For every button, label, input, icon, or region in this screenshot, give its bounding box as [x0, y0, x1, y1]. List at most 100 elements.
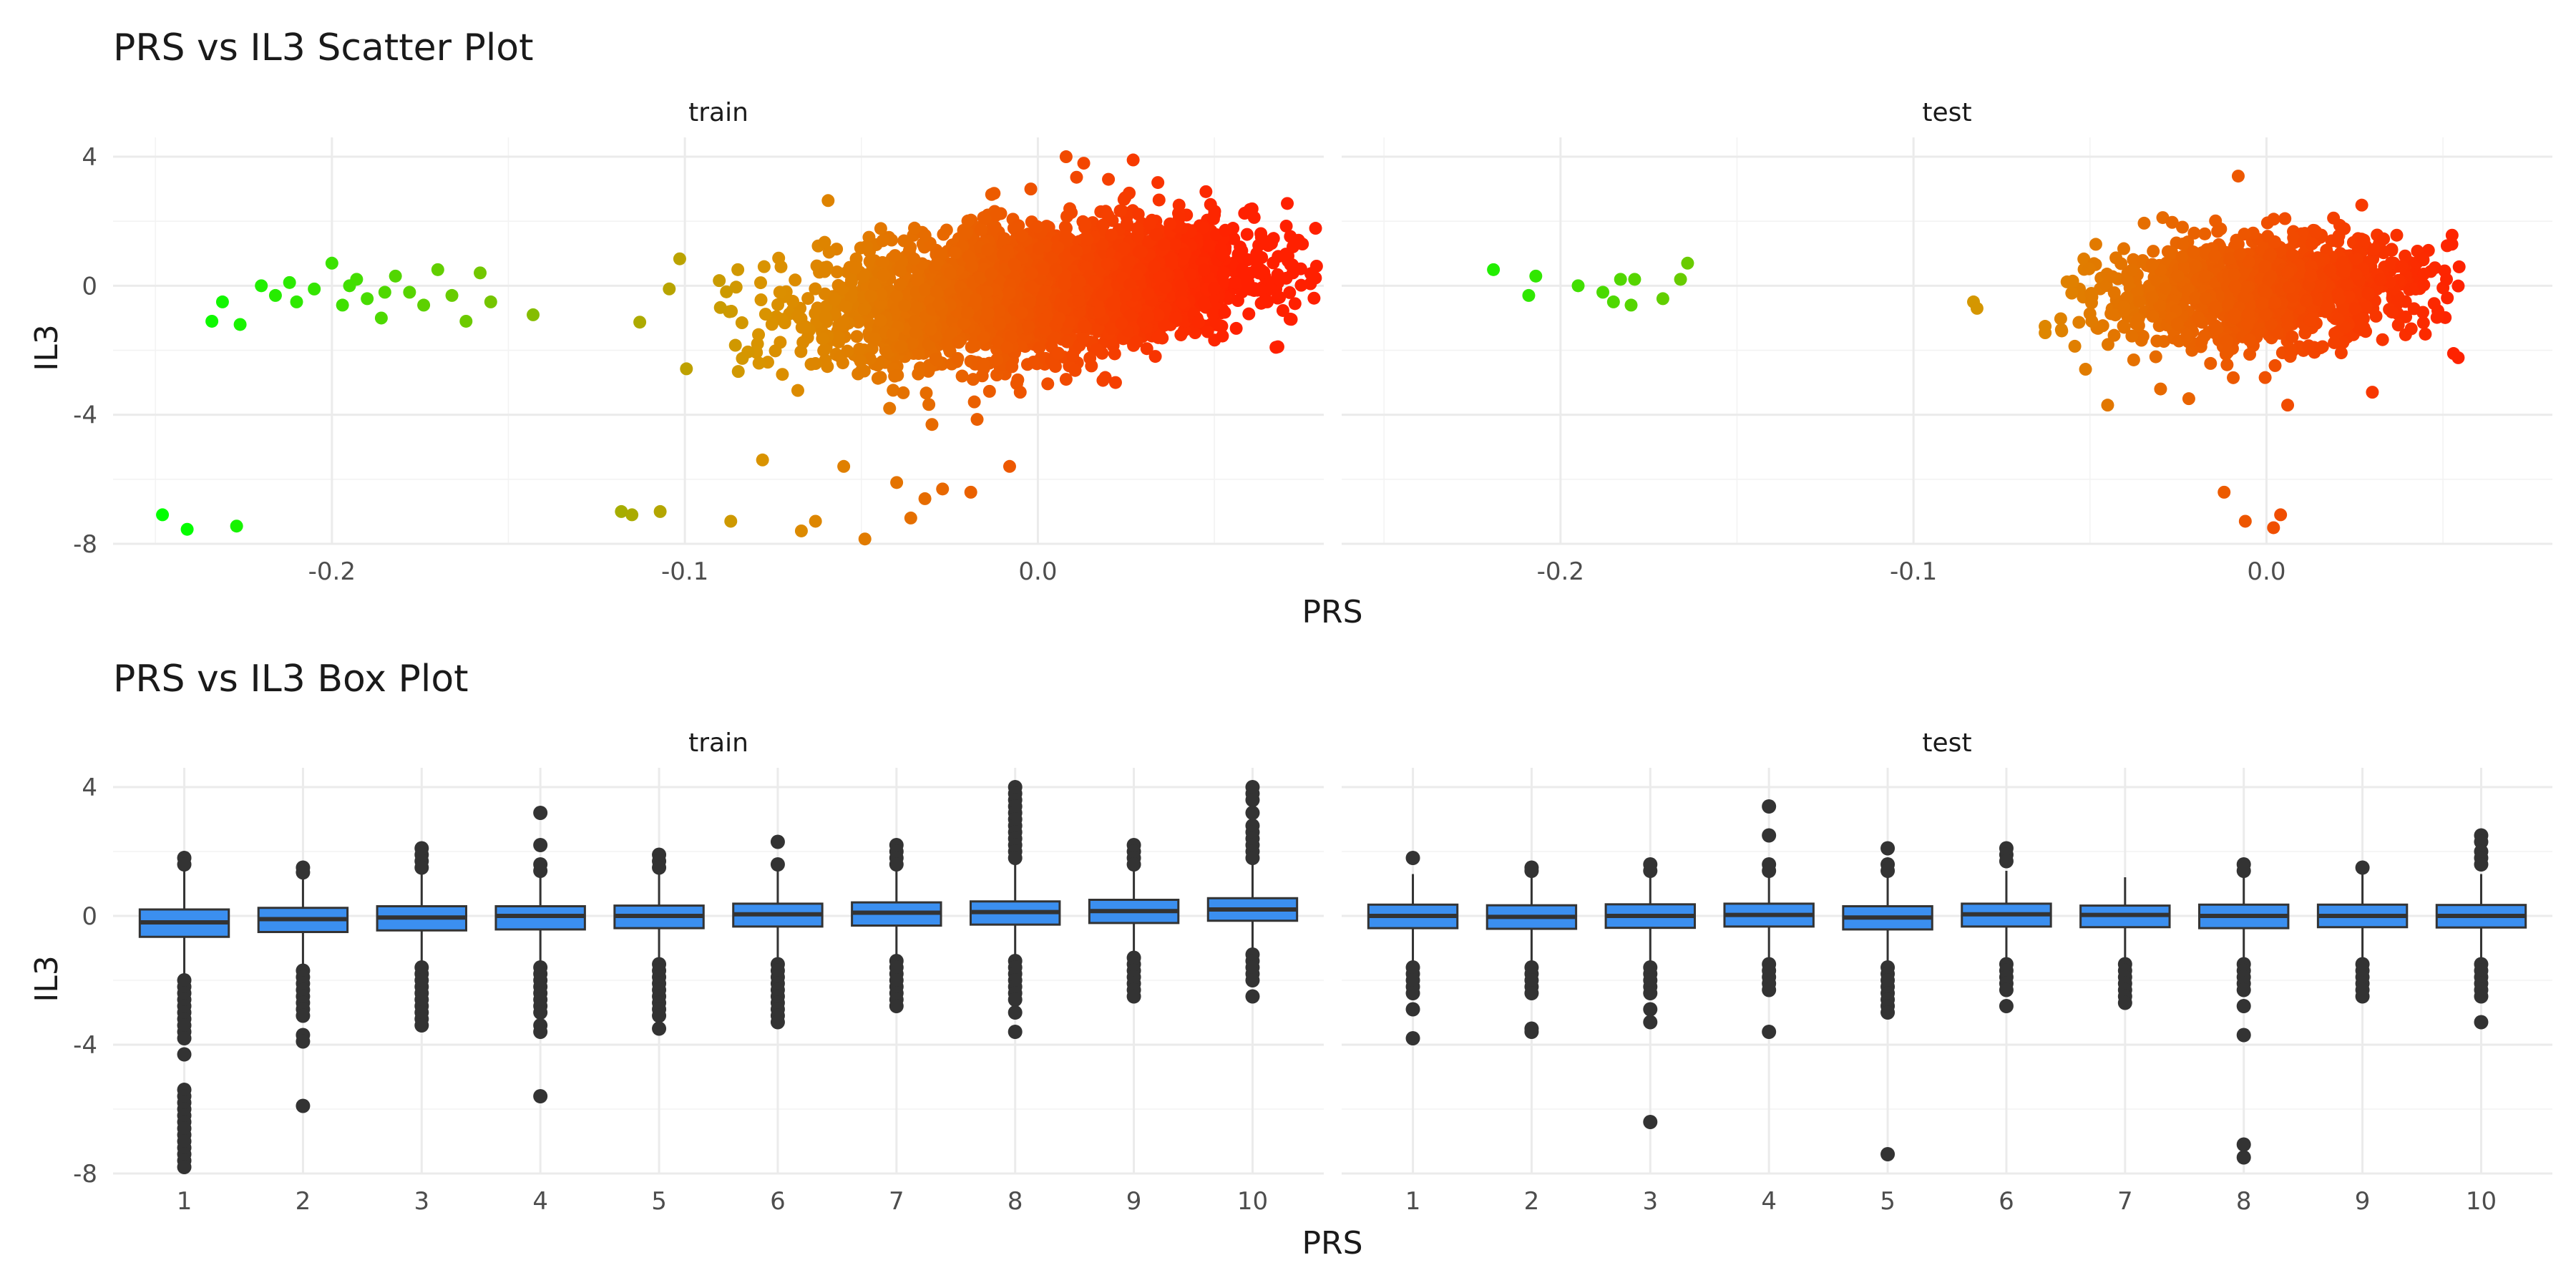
scatter-point — [2353, 319, 2367, 333]
scatter-point — [894, 339, 908, 353]
scatter-point — [2391, 318, 2405, 332]
box-panel-train: 40-4-81 2 3 4 5 6 7 8 9 10 — [73, 768, 1324, 1216]
box-outlier — [1643, 1115, 1658, 1129]
scatter-point — [2430, 311, 2444, 324]
scatter-point — [890, 476, 904, 489]
scatter-point — [445, 288, 459, 302]
scatter-point — [2264, 248, 2278, 261]
x-tick-label: 5 — [651, 1187, 667, 1216]
x-tick-label: 0.0 — [1018, 557, 1057, 586]
box-outlier — [1762, 1025, 1777, 1039]
scatter-point — [864, 289, 878, 303]
scatter-point — [2209, 301, 2223, 314]
scatter-point — [2440, 273, 2454, 286]
scatter-point — [2204, 356, 2218, 370]
scatter-point — [2221, 298, 2235, 312]
scatter-point — [957, 317, 971, 331]
scatter-point — [773, 286, 786, 299]
box-outlier — [1405, 1002, 1420, 1017]
box-outlier — [1126, 857, 1141, 872]
box-outlier — [889, 999, 904, 1013]
scatter-point — [791, 309, 805, 323]
scatter-point — [960, 306, 974, 319]
y-tick-label: -8 — [73, 1160, 97, 1189]
scatter-point — [2285, 330, 2299, 343]
box-outlier — [1008, 1005, 1023, 1020]
scatter-point — [1080, 233, 1094, 246]
scatter-point — [2084, 296, 2098, 310]
scatter-point — [2171, 269, 2185, 283]
scatter-point — [336, 298, 349, 312]
scatter-point — [774, 336, 787, 349]
scatter-point — [753, 276, 767, 290]
scatter-point — [2332, 292, 2346, 306]
scatter-point — [967, 395, 981, 409]
scatter-point — [809, 282, 822, 296]
box-outlier — [1008, 992, 1023, 1007]
scatter-point — [2350, 253, 2363, 266]
box-4 — [494, 806, 586, 1103]
scatter-point — [731, 263, 745, 276]
scatter-point — [945, 326, 958, 340]
box-outlier — [533, 1005, 548, 1020]
scatter-panel-train: 40-4-8-0.2 -0.1 0.0 — [73, 137, 1324, 586]
x-tick-label: 6 — [770, 1187, 786, 1216]
x-tick-label: -0.1 — [661, 557, 708, 586]
scatter-point — [2286, 248, 2300, 262]
scatter-point — [854, 354, 867, 368]
box-outlier — [770, 857, 785, 872]
scatter-point — [922, 398, 936, 411]
x-tick-label: 4 — [1761, 1187, 1777, 1216]
scatter-point — [2240, 317, 2254, 331]
box-outlier — [1643, 1015, 1658, 1030]
scatter-point — [964, 485, 977, 499]
scatter-point — [653, 504, 667, 518]
scatter-point — [1093, 305, 1106, 318]
box-outlier — [1405, 851, 1420, 865]
scatter-point — [1115, 316, 1128, 330]
scatter-point — [990, 353, 1004, 366]
box-outlier — [177, 1047, 192, 1062]
scatter-point — [1196, 221, 1210, 235]
y-tick-label: -4 — [73, 1031, 97, 1060]
box-outlier — [1405, 986, 1420, 1000]
scatter-point — [1072, 294, 1085, 308]
scatter-point — [2304, 269, 2318, 283]
scatter-point — [1158, 280, 1172, 294]
box-outlier — [770, 834, 785, 849]
scatter-point — [1197, 296, 1211, 310]
scatter-point — [887, 384, 900, 397]
box-outlier — [1762, 799, 1777, 814]
scatter-point — [2328, 336, 2341, 349]
scatter-point — [1049, 263, 1063, 277]
scatter-point — [2243, 348, 2257, 361]
scatter-point — [2101, 338, 2114, 351]
scatter-point — [1229, 321, 1243, 335]
scatter-point — [1106, 298, 1120, 312]
scatter-point — [874, 288, 888, 301]
scatter-point — [2390, 228, 2404, 242]
scatter-point — [1257, 265, 1271, 279]
scatter-point — [2065, 286, 2079, 300]
scatter-point — [850, 330, 864, 343]
box-outlier — [1245, 806, 1260, 820]
scatter-point — [1108, 347, 1121, 361]
box-outlier — [1524, 986, 1539, 1000]
scatter-point — [2309, 225, 2323, 238]
scatter-point — [2228, 268, 2241, 281]
scatter-point — [977, 358, 990, 371]
scatter-point — [1008, 258, 1021, 271]
scatter-point — [1039, 285, 1053, 298]
scatter-point — [1171, 268, 1184, 282]
scatter-point — [849, 261, 862, 275]
scatter-point — [1025, 266, 1038, 280]
scatter-point — [2176, 238, 2190, 251]
scatter-point — [1133, 245, 1146, 258]
box-title: PRS vs IL3 Box Plot — [113, 658, 469, 701]
scatter-point — [403, 286, 416, 299]
scatter-point — [1283, 286, 1297, 299]
scatter-point — [1286, 266, 1299, 280]
scatter-point — [1254, 230, 1268, 244]
scatter-point — [2280, 311, 2294, 325]
scatter-point — [2220, 358, 2234, 371]
